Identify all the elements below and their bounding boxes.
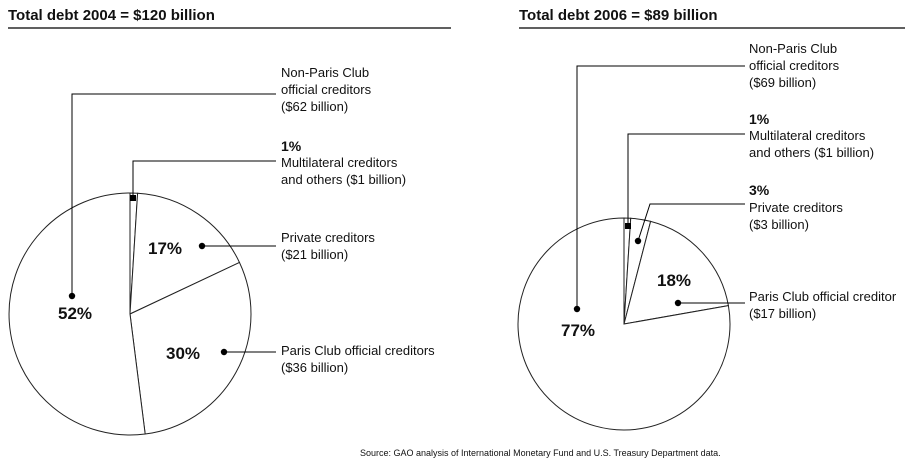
slice-percent-label: 77% xyxy=(561,321,595,340)
slice-category-label: and others ($1 billion) xyxy=(281,172,406,187)
pie-slice xyxy=(623,220,729,325)
slice-marker xyxy=(674,299,682,307)
pie-2004: 52% Non-Paris Club official creditors ($62 … xyxy=(8,65,435,436)
slice-category-label: ($69 billion) xyxy=(749,75,816,90)
leader-line xyxy=(637,203,745,242)
slice-category-label: Non-Paris Club xyxy=(281,65,369,80)
slice-category-label: ($62 billion) xyxy=(281,99,348,114)
slice-category-label: ($21 billion) xyxy=(281,247,348,262)
chart-title-2004: Total debt 2004 = $120 billion xyxy=(8,7,215,24)
leader-line xyxy=(132,160,276,198)
slice-category-label: Multilateral creditors xyxy=(281,155,398,170)
slice-percent-label: 17% xyxy=(148,239,182,258)
pie-2006: 77% Non-Paris Club official creditors ($69 … xyxy=(517,41,897,431)
slice-percent-label: 18% xyxy=(657,271,691,290)
leader-line xyxy=(576,65,745,309)
slice-percent-label: 52% xyxy=(58,304,92,323)
slice-percent-label: 30% xyxy=(166,344,200,363)
slice-category-label: ($3 billion) xyxy=(749,217,809,232)
slice-marker xyxy=(625,223,631,229)
pie-slice xyxy=(129,192,241,315)
slice-percent-label: 1% xyxy=(749,111,770,127)
slice-marker xyxy=(68,292,76,300)
slice-percent-label: 1% xyxy=(281,138,302,154)
pie-slice xyxy=(8,192,146,436)
leader-line xyxy=(627,133,745,226)
slice-category-label: Multilateral creditors xyxy=(749,128,866,143)
slice-category-label: official creditors xyxy=(281,82,372,97)
slice-category-label: Paris Club official creditor xyxy=(749,289,897,304)
leader-line xyxy=(71,93,276,296)
pie-slice xyxy=(129,261,252,435)
source-note: Source: GAO analysis of International Mo… xyxy=(360,448,721,458)
slice-category-label: official creditors xyxy=(749,58,840,73)
slice-marker xyxy=(198,242,206,250)
slice-marker xyxy=(130,195,136,201)
chart-title-2006: Total debt 2006 = $89 billion xyxy=(519,7,718,24)
slice-category-label: ($36 billion) xyxy=(281,360,348,375)
slice-category-label: and others ($1 billion) xyxy=(749,145,874,160)
slice-percent-label: 3% xyxy=(749,182,770,198)
slice-category-label: Private creditors xyxy=(281,230,375,245)
slice-marker xyxy=(573,305,581,313)
slice-marker xyxy=(634,237,642,245)
slice-marker xyxy=(220,348,228,356)
pie-slice xyxy=(517,217,731,431)
slice-category-label: Private creditors xyxy=(749,200,843,215)
slice-category-label: ($17 billion) xyxy=(749,306,816,321)
slice-category-label: Non-Paris Club xyxy=(749,41,837,56)
slice-category-label: Paris Club official creditors xyxy=(281,343,435,358)
